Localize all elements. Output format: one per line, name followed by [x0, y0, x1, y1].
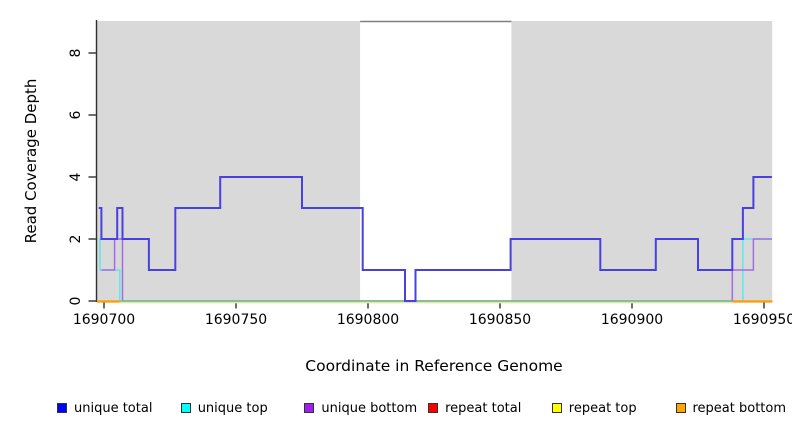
legend-item-unique-total: unique total	[57, 400, 152, 416]
masked-region	[511, 21, 773, 302]
legend-item-repeat-total: repeat total	[428, 400, 521, 416]
x-axis-title: Coordinate in Reference Genome	[305, 357, 563, 375]
legend-label: unique bottom	[321, 400, 418, 416]
legend-color-swatch-icon	[675, 403, 686, 413]
legend-label: repeat bottom	[692, 400, 787, 416]
legend-item-unique-top: unique top	[180, 400, 268, 416]
legend-item-unique-bottom: unique bottom	[304, 400, 417, 416]
masked-region	[96, 21, 361, 302]
x-tick-label: 1690700	[72, 312, 136, 328]
x-tick-label: 1690800	[336, 312, 400, 328]
series-unique-total-line	[98, 176, 772, 302]
legend-label: unique top	[197, 400, 268, 416]
series-unique-top-line	[98, 238, 772, 302]
y-tick-label: 2	[68, 234, 84, 244]
legend-color-swatch-icon	[551, 403, 562, 413]
legend-label: unique total	[74, 400, 153, 416]
y-tick-label: 6	[68, 110, 84, 120]
legend-item-repeat-bottom: repeat bottom	[675, 400, 787, 416]
y-axis-title: Read Coverage Depth	[22, 78, 40, 244]
y-tick-label: 0	[68, 296, 84, 306]
legend-color-swatch-icon	[57, 403, 67, 413]
y-tick-label: 4	[68, 172, 84, 182]
x-tick-label: 1690900	[600, 312, 664, 328]
legend-label: repeat total	[445, 400, 522, 416]
x-tick-label: 1690850	[468, 312, 532, 328]
legend-color-swatch-icon	[180, 403, 191, 413]
legend-item-repeat-top: repeat top	[551, 400, 637, 416]
y-tick-label: 8	[68, 48, 84, 58]
x-tick-label: 1690950	[732, 312, 792, 328]
legend-label: repeat top	[568, 400, 637, 416]
legend-color-swatch-icon	[428, 403, 439, 413]
legend-color-swatch-icon	[304, 403, 315, 413]
x-tick-label: 1690750	[204, 312, 268, 328]
